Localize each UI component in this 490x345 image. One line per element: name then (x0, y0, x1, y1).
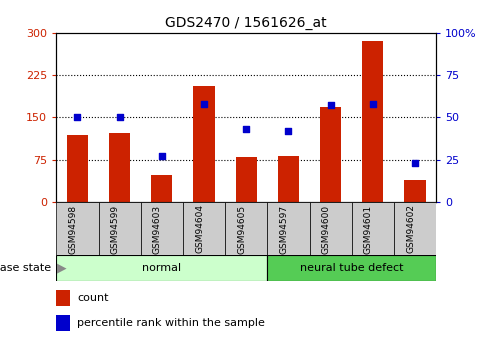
Bar (225, 202, 268, 255)
Point (74, 115, 81, 120)
Point (327, 103, 335, 108)
Bar (268, 255, 436, 281)
Text: ▶: ▶ (57, 262, 67, 275)
Bar (352, 202, 394, 255)
Title: GDS2470 / 1561626_at: GDS2470 / 1561626_at (166, 16, 327, 30)
Point (411, 160, 419, 166)
Text: GSM94604: GSM94604 (195, 205, 204, 254)
Bar (404, 180, 425, 202)
Bar (141, 202, 183, 255)
Bar (151, 175, 172, 202)
Bar (67, 135, 88, 202)
Text: GSM94597: GSM94597 (279, 205, 289, 254)
Bar (98, 202, 141, 255)
Bar (394, 202, 436, 255)
Point (116, 115, 123, 120)
Text: GSM94599: GSM94599 (111, 205, 120, 254)
Point (158, 154, 166, 159)
Point (242, 126, 250, 132)
Text: disease state: disease state (0, 263, 51, 273)
Text: neural tube defect: neural tube defect (300, 263, 403, 273)
Text: GSM94603: GSM94603 (153, 205, 162, 254)
Bar (56, 315, 70, 331)
Text: normal: normal (142, 263, 181, 273)
Text: percentile rank within the sample: percentile rank within the sample (77, 318, 265, 328)
Bar (320, 107, 341, 202)
Point (200, 101, 208, 107)
Bar (56, 255, 268, 281)
Bar (183, 202, 225, 255)
Text: GSM94605: GSM94605 (237, 205, 246, 254)
Bar (194, 86, 215, 202)
Text: count: count (77, 293, 109, 303)
Text: GSM94601: GSM94601 (364, 205, 373, 254)
Bar (56, 202, 98, 255)
Bar (310, 202, 352, 255)
Point (285, 128, 293, 134)
Bar (362, 41, 383, 202)
Bar (236, 157, 257, 202)
Text: GSM94600: GSM94600 (321, 205, 331, 254)
Bar (278, 156, 299, 202)
Text: GSM94598: GSM94598 (69, 205, 77, 254)
Bar (109, 133, 130, 202)
Point (369, 101, 377, 107)
Text: GSM94602: GSM94602 (406, 205, 415, 254)
Bar (268, 202, 310, 255)
Bar (56, 290, 70, 306)
